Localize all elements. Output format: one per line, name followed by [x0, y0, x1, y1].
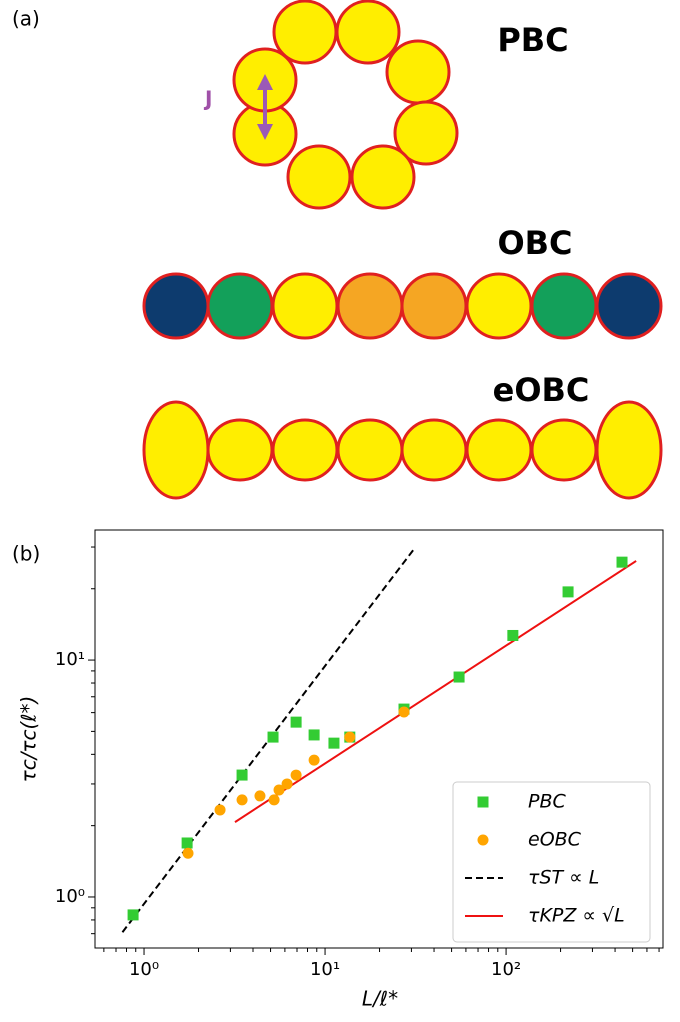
- site: [352, 146, 414, 208]
- site: [208, 274, 272, 338]
- site: [597, 402, 661, 498]
- eobc-point: [254, 790, 265, 801]
- legend-label: eOBC: [528, 829, 582, 851]
- eobc-point: [344, 732, 355, 743]
- figure: (a) J PBC OBC eOBC (b) L/ℓ* τc: [0, 0, 680, 1018]
- y-axis-label: τc/τc(ℓ*): [17, 696, 41, 783]
- site: [144, 402, 208, 498]
- x-tick-label: 10⁰: [129, 959, 159, 980]
- legend-label: τKPZ ∝ √L: [528, 905, 625, 927]
- site: [402, 274, 466, 338]
- pbc-point: [182, 837, 193, 848]
- pbc-point: [237, 770, 248, 781]
- y-tick-label: 10¹: [55, 649, 85, 670]
- x-tick-label: 10¹: [310, 959, 340, 980]
- site: [467, 420, 531, 480]
- site: [273, 420, 337, 480]
- pbc-point: [328, 738, 339, 749]
- site: [338, 274, 402, 338]
- pbc-point: [128, 909, 139, 920]
- eobc-point: [183, 848, 194, 859]
- site: [273, 274, 337, 338]
- site: [144, 274, 208, 338]
- eobc-point: [309, 755, 320, 766]
- site: [597, 274, 661, 338]
- legend-label: τST ∝ L: [528, 867, 599, 889]
- site: [467, 274, 531, 338]
- site: [402, 420, 466, 480]
- eobc-chain: [144, 402, 661, 498]
- y-tick-label: 10⁰: [55, 886, 85, 907]
- pbc-point: [454, 672, 465, 683]
- legend-swatch: [478, 835, 489, 846]
- eobc-point: [291, 770, 302, 781]
- pbc-point: [268, 732, 279, 743]
- x-tick-label: 10²: [491, 959, 521, 980]
- pbc-point: [291, 717, 302, 728]
- eobc-point: [215, 804, 226, 815]
- obc-chain: [144, 274, 661, 338]
- site: [387, 41, 449, 103]
- pbc-point: [309, 729, 320, 740]
- eobc-point: [399, 706, 410, 717]
- panel-label: (a): [12, 7, 40, 31]
- ring: J: [203, 1, 457, 208]
- site: [208, 420, 272, 480]
- legend-swatch: [478, 797, 489, 808]
- site: [532, 420, 596, 480]
- x-axis-label: L/ℓ*: [362, 987, 398, 1011]
- site: [337, 1, 399, 63]
- legend-label: PBC: [528, 791, 566, 813]
- obc-label: OBC: [497, 224, 572, 262]
- site: [338, 420, 402, 480]
- eobc-label: eOBC: [493, 371, 590, 409]
- eobc-point: [237, 794, 248, 805]
- eobc-point: [269, 794, 280, 805]
- pbc-point: [617, 557, 628, 568]
- eobc-point: [282, 778, 293, 789]
- pbc-label: PBC: [497, 21, 568, 59]
- pbc-point: [507, 630, 518, 641]
- site: [288, 146, 350, 208]
- plot: 10⁰ 10¹ 10² 10⁰ 10¹ PBC eOBC τST ∝ L τKPZ ∝ √L: [55, 530, 663, 980]
- site: [532, 274, 596, 338]
- coupling-label: J: [203, 87, 212, 111]
- pbc-point: [563, 586, 574, 597]
- panel-label: (b): [12, 542, 40, 566]
